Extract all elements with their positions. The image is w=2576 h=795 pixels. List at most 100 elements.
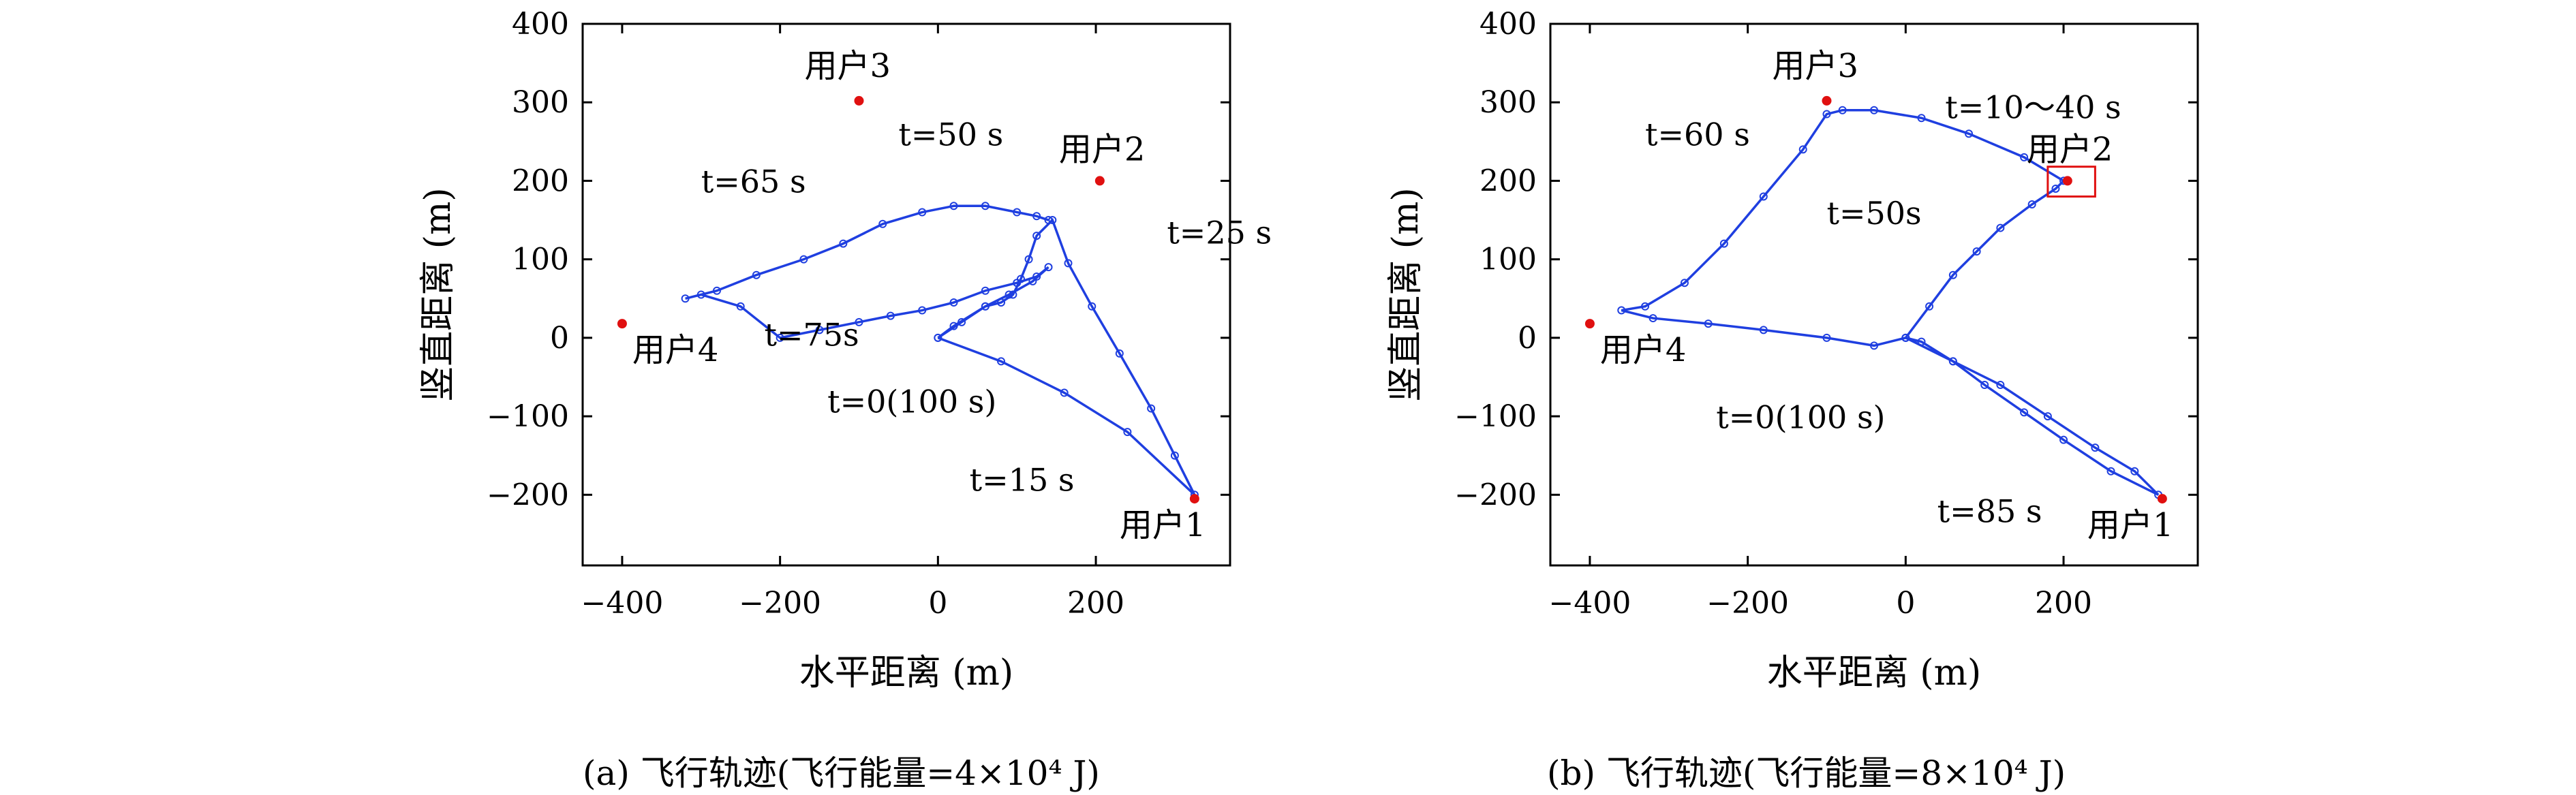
trajectory-point <box>681 294 690 303</box>
user-label: 用户4 <box>632 331 719 369</box>
trajectory-point <box>1641 302 1650 311</box>
trajectory-point <box>934 333 942 342</box>
y-tick-label: 400 <box>512 7 569 42</box>
trajectory-point <box>981 286 990 295</box>
trajectory-point <box>2106 467 2115 476</box>
trajectory-point <box>957 317 966 326</box>
plot-frame <box>1549 22 2199 567</box>
x-tick-label: −400 <box>1548 586 1631 621</box>
time-annotation: t=10～40 s <box>1945 89 2121 125</box>
y-tick-label: −100 <box>487 399 569 434</box>
trajectory-point <box>1972 247 1981 256</box>
trajectory-point <box>2020 408 2029 417</box>
y-tick-label: 0 <box>550 321 569 356</box>
user-marker <box>1822 95 1832 106</box>
trajectory-point <box>949 322 958 330</box>
inset-box <box>2046 166 2096 198</box>
trajectory-point <box>696 290 705 299</box>
trajectory-point <box>997 298 1006 307</box>
trajectory-point <box>1170 451 1179 460</box>
trajectory-point <box>997 357 1006 366</box>
trajectory-point <box>1822 333 1831 342</box>
trajectory-point <box>981 202 990 211</box>
trajectory-point <box>1798 145 1807 154</box>
trajectory-point <box>1980 381 1989 389</box>
trajectory-point <box>2130 467 2139 476</box>
user-label: 用户1 <box>2087 506 2174 544</box>
trajectory-point <box>1996 381 2005 389</box>
trajectory-point <box>1759 192 1768 201</box>
trajectory-point <box>1617 306 1626 315</box>
trajectory-line <box>1621 108 2160 496</box>
user-marker <box>617 319 627 329</box>
trajectory-point <box>1088 302 1097 311</box>
time-annotation: t=0(100 s) <box>827 383 996 420</box>
y-tick-label: 100 <box>512 243 569 277</box>
trajectory-point <box>855 317 863 326</box>
time-annotation: t=60 s <box>1645 116 1750 153</box>
user-label: 用户2 <box>1059 130 1146 168</box>
user-label: 用户4 <box>1600 331 1687 369</box>
trajectory-point <box>1123 428 1132 437</box>
trajectory-point <box>1064 259 1073 268</box>
trajectory-point <box>1048 216 1057 225</box>
trajectory-point <box>712 286 721 295</box>
trajectory-point <box>1917 337 1926 346</box>
time-annotation: t=0(100 s) <box>1716 399 1885 435</box>
time-annotation: t=75s <box>764 316 859 353</box>
plot-frame <box>581 22 1231 567</box>
y-axis-label: 竖直距离 (m) <box>418 187 459 401</box>
x-tick-label: −400 <box>581 586 663 621</box>
trajectory-line <box>685 204 1196 496</box>
trajectory-point <box>949 298 958 307</box>
y-tick-label: 100 <box>1479 243 1537 277</box>
x-axis-label: 水平距离 (m) <box>1767 653 1981 693</box>
user-label: 用户2 <box>2027 130 2113 168</box>
x-axis-label: 水平距离 (m) <box>799 653 1013 693</box>
trajectory-point <box>1680 279 1689 287</box>
caption-a: (a) 飞行轨迹(飞行能量=4×10⁴ J) <box>583 753 1100 793</box>
trajectory-point <box>1147 404 1156 413</box>
trajectory-point <box>839 239 848 248</box>
y-tick-label: 200 <box>1479 163 1537 198</box>
trajectory-point <box>1948 270 1957 279</box>
trajectory-point <box>2051 184 2060 193</box>
trajectory-point <box>1822 110 1831 119</box>
panel-a: −400 −200 0 200 −200 −100 0 100 200 300 400 水平距离 (m… <box>418 7 1272 693</box>
trajectory-point <box>1948 357 1957 366</box>
trajectory-point <box>949 202 958 211</box>
user-marker <box>2062 176 2072 186</box>
trajectory-point <box>2027 200 2036 208</box>
trajectory-point <box>1901 333 1910 342</box>
trajectory-point <box>1704 319 1713 328</box>
x-tick-label: 200 <box>2035 586 2092 621</box>
user-marker <box>2157 494 2167 504</box>
trajectory-point <box>1028 277 1037 285</box>
x-tick-label: −200 <box>739 586 821 621</box>
trajectory-point <box>1009 290 1017 299</box>
y-tick-label: 400 <box>1479 7 1537 42</box>
y-axis-label: 竖直距离 (m) <box>1385 187 1426 401</box>
trajectory-point <box>1996 223 2005 232</box>
trajectory-point <box>1032 212 1041 221</box>
trajectory-point <box>1013 279 1022 287</box>
user-marker <box>1584 319 1595 329</box>
trajectory-point <box>1115 349 1124 358</box>
trajectory-point <box>1917 114 1926 123</box>
time-annotation: t=50 s <box>898 116 1003 153</box>
trajectory-point <box>1925 302 1934 311</box>
trajectory-point <box>1965 129 1974 138</box>
time-annotation: t=25 s <box>1167 215 1272 251</box>
trajectory-point <box>1870 341 1878 350</box>
trajectory-point <box>918 306 927 315</box>
caption-b: (b) 飞行轨迹(飞行能量=8×10⁴ J) <box>1547 753 2066 793</box>
trajectory-point <box>981 302 990 311</box>
y-tick-label: 300 <box>1479 85 1537 120</box>
time-annotation: t=85 s <box>1937 493 2042 530</box>
trajectory-point <box>2020 153 2029 161</box>
trajectory-point <box>1870 106 1878 114</box>
trajectory-point <box>1032 232 1041 240</box>
trajectory-point <box>1024 255 1033 264</box>
y-tick-label: −200 <box>487 478 569 512</box>
